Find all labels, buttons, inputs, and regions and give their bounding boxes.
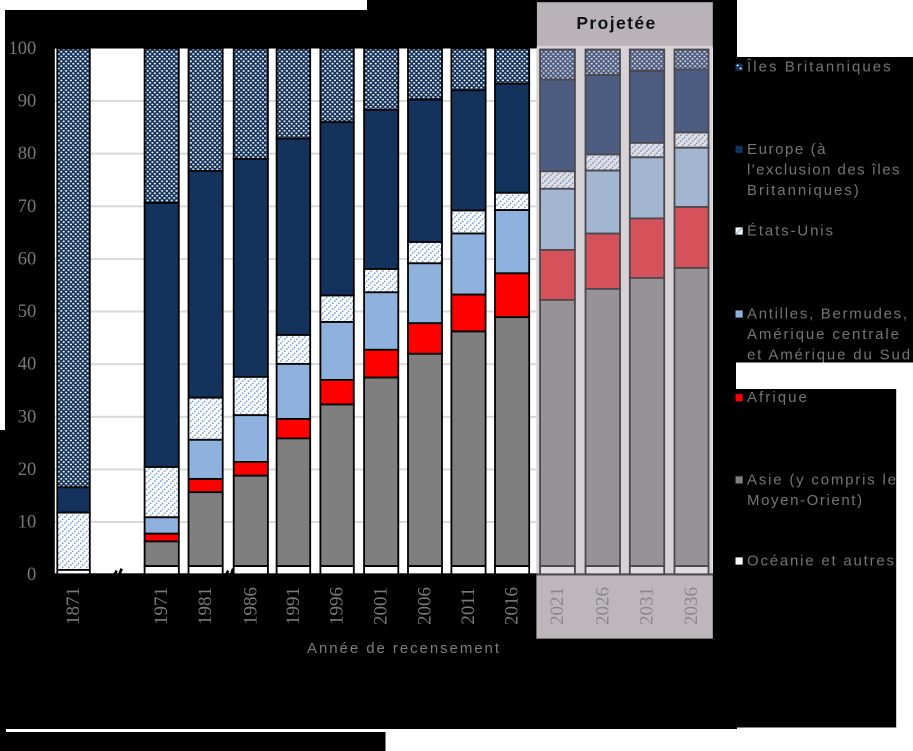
svg-text:l'exclusion des îles: l'exclusion des îles (747, 161, 901, 178)
svg-text:50: 50 (18, 302, 37, 322)
svg-text:100: 100 (9, 39, 37, 59)
svg-text:et Amérique du Sud: et Amérique du Sud (747, 347, 912, 364)
svg-text:1986: 1986 (240, 587, 261, 625)
svg-text:Océanie et autres: Océanie et autres (747, 553, 896, 570)
svg-text:1971: 1971 (151, 587, 172, 625)
svg-text:Britanniques): Britanniques) (747, 182, 861, 199)
svg-text:Asie (y compris le: Asie (y compris le (747, 471, 898, 488)
svg-text:10: 10 (18, 513, 37, 533)
svg-text:20: 20 (18, 460, 37, 480)
svg-text:60: 60 (18, 249, 37, 269)
svg-text:Antilles, Bermudes,: Antilles, Bermudes, (747, 306, 909, 323)
svg-text:80: 80 (18, 144, 37, 164)
svg-text:1991: 1991 (283, 587, 304, 625)
svg-text:Projetée: Projetée (576, 13, 656, 33)
svg-text:2036: 2036 (681, 587, 702, 625)
svg-text:Année de recensement: Année de recensement (307, 640, 501, 657)
svg-text:Europe (à: Europe (à (747, 141, 827, 158)
svg-text:Afrique: Afrique (747, 389, 809, 406)
svg-text:États-Unis: États-Unis (747, 223, 835, 240)
svg-text:2001: 2001 (371, 587, 392, 625)
svg-text:2006: 2006 (415, 587, 436, 625)
svg-text:70: 70 (18, 197, 37, 217)
svg-text:2021: 2021 (547, 587, 568, 625)
svg-text:Îles Britanniques: Îles Britanniques (746, 59, 893, 76)
svg-text:0: 0 (27, 565, 36, 585)
svg-text:1871: 1871 (63, 587, 84, 625)
svg-text:90: 90 (18, 92, 37, 112)
svg-text:Moyen-Orient): Moyen-Orient) (747, 492, 864, 509)
svg-text:2031: 2031 (637, 587, 658, 625)
svg-text:2011: 2011 (458, 587, 479, 624)
svg-text:40: 40 (18, 355, 37, 375)
svg-text:30: 30 (18, 407, 37, 427)
svg-text:2016: 2016 (502, 587, 523, 625)
svg-text:Amérique centrale: Amérique centrale (747, 326, 901, 343)
svg-text:1981: 1981 (195, 587, 216, 625)
svg-text:2026: 2026 (592, 587, 613, 625)
svg-text:1996: 1996 (327, 587, 348, 625)
